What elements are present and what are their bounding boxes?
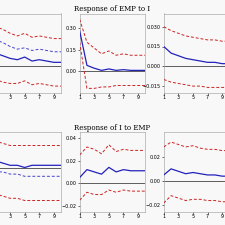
Title: Response of I to EMP: Response of I to EMP bbox=[74, 124, 151, 132]
Title: Response of EMP to I: Response of EMP to I bbox=[74, 5, 151, 14]
